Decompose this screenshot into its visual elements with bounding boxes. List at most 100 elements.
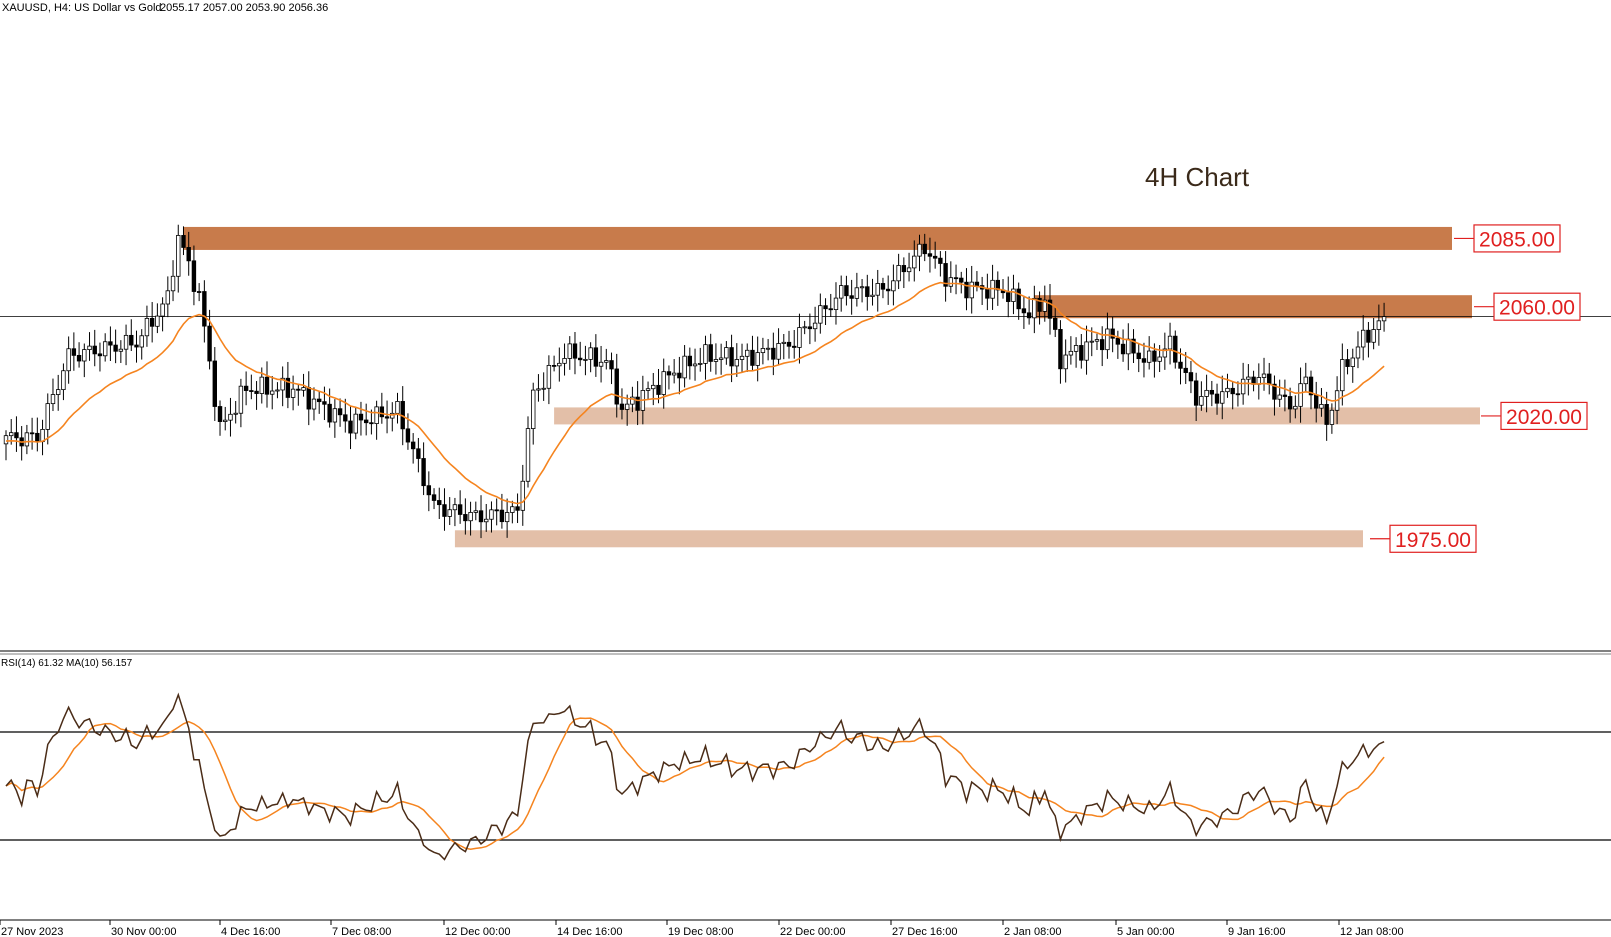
candle-body <box>264 376 270 395</box>
candle-body <box>891 280 896 292</box>
level-box-2085 <box>1473 224 1561 253</box>
rsi-ma-line <box>5 717 1385 850</box>
candle-body <box>426 485 432 496</box>
candle-body <box>520 480 525 511</box>
candle-body <box>45 403 50 430</box>
candle-body <box>541 387 546 390</box>
candle-body <box>76 354 82 362</box>
candle-body <box>1355 346 1361 359</box>
candle-body <box>1026 312 1032 319</box>
candle-body <box>588 347 593 360</box>
candle-body <box>833 297 839 311</box>
candle-body <box>468 512 473 522</box>
candle-body <box>9 432 14 437</box>
candle-body <box>181 235 186 248</box>
candle-body <box>786 341 792 347</box>
candle-body <box>750 349 755 366</box>
x-tick-label: 19 Dec 08:00 <box>668 926 733 937</box>
candle-body <box>531 389 536 429</box>
candle-body <box>280 377 285 391</box>
candle-body <box>348 420 353 434</box>
candle-body <box>71 348 77 356</box>
candle-body <box>285 377 291 398</box>
candle-body <box>812 322 818 330</box>
candle-body <box>844 285 849 297</box>
candle-body <box>489 509 494 520</box>
candle-body <box>1126 338 1131 355</box>
candle-body <box>635 396 640 411</box>
candle-body <box>917 243 922 257</box>
candle-body <box>473 510 478 513</box>
candle-body <box>583 358 588 361</box>
candle-body <box>807 326 813 330</box>
candle-body <box>765 347 771 350</box>
candle-body <box>1089 340 1094 343</box>
candle-body <box>395 401 400 414</box>
candle-body <box>1308 376 1314 396</box>
candle-body <box>223 419 228 422</box>
candle-body <box>1152 350 1157 362</box>
candle-body <box>457 504 463 515</box>
x-tick-label: 9 Jan 16:00 <box>1228 926 1286 937</box>
candle-body <box>609 360 614 370</box>
candle-body <box>781 341 786 344</box>
candle-body <box>113 344 118 352</box>
x-tick-label: 2 Jan 08:00 <box>1004 926 1062 937</box>
candle-body <box>421 458 426 487</box>
candle-body <box>134 344 139 348</box>
candle-body <box>202 291 207 327</box>
candle-body <box>275 389 280 392</box>
candle-body <box>212 360 217 407</box>
rsi-line <box>5 692 1385 861</box>
candle-body <box>661 371 666 395</box>
zone-2085 <box>183 226 1453 250</box>
candle-body <box>515 506 520 511</box>
candle-body <box>301 387 306 391</box>
candle-body <box>35 432 40 443</box>
candle-body <box>985 288 990 299</box>
candle-body <box>170 275 176 292</box>
level-labels-layer: 2085.00 2060.00 2020.00 1975.00 <box>1370 224 1588 553</box>
candle-body <box>755 352 760 366</box>
candle-body <box>1178 361 1183 369</box>
candle-body <box>567 343 572 359</box>
candle-body <box>1016 288 1021 310</box>
candle-body <box>1381 316 1387 322</box>
candle-body <box>390 412 395 419</box>
candle-body <box>1110 328 1115 339</box>
candle-body <box>1042 299 1047 312</box>
candles-layer <box>3 224 1387 539</box>
candle-body <box>578 357 583 361</box>
candle-body <box>729 347 734 367</box>
candle-body <box>1319 404 1324 409</box>
candle-body <box>66 348 71 372</box>
candle-body <box>196 291 202 293</box>
candle-body <box>144 318 150 337</box>
candle-body <box>995 279 1000 291</box>
candle-body <box>217 406 223 422</box>
candle-body <box>1011 288 1016 302</box>
candle-body <box>1063 354 1068 370</box>
candle-body <box>82 349 87 362</box>
x-tick-label: 12 Dec 00:00 <box>445 926 510 937</box>
candle-body <box>332 408 338 423</box>
candle-body <box>854 287 860 299</box>
chart-ohlc-readout: 2055.17 2057.00 2053.90 2056.36 <box>160 2 328 14</box>
candle-body <box>666 371 672 376</box>
x-tick-label: 5 Jan 00:00 <box>1117 926 1175 937</box>
zone-2020 <box>554 407 1480 425</box>
x-tick-label: 30 Nov 00:00 <box>111 926 176 937</box>
candle-body <box>61 370 66 391</box>
candle-body <box>745 349 750 357</box>
candle-body <box>536 388 541 391</box>
candle-body <box>165 290 171 305</box>
candle-body <box>1230 387 1235 395</box>
candle-body <box>249 390 254 392</box>
candle-body <box>243 385 249 391</box>
candle-body <box>896 265 901 282</box>
candle-body <box>1329 409 1335 425</box>
candle-body <box>139 335 144 348</box>
candle-body <box>1261 373 1267 378</box>
candle-body <box>259 376 264 394</box>
